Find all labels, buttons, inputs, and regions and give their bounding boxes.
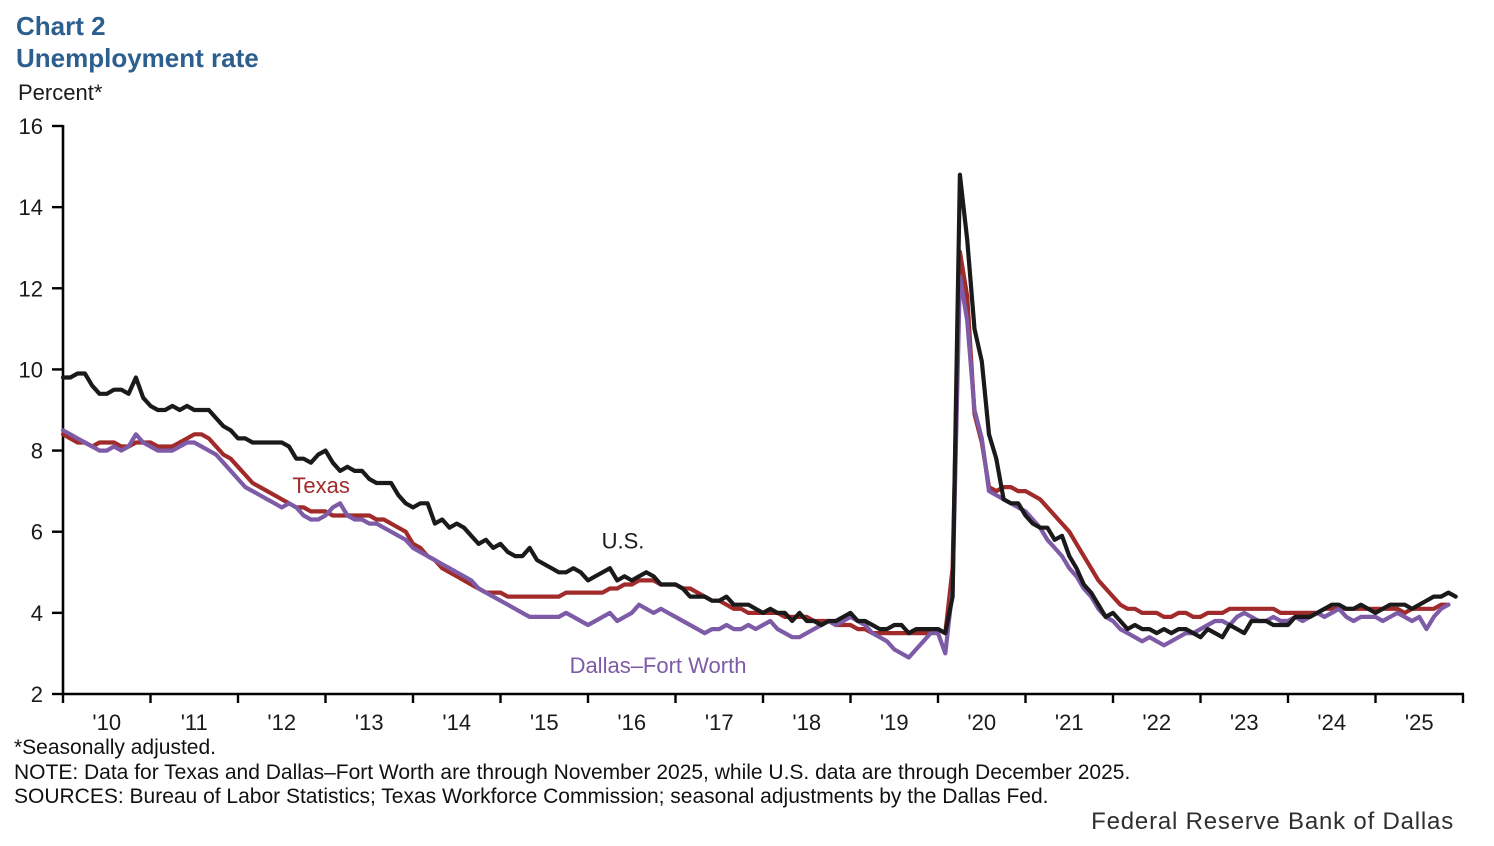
y-tick-label: 2 xyxy=(31,682,43,707)
series-label-dallas-fort-worth: Dallas–Fort Worth xyxy=(570,653,747,678)
x-tick-label: '11 xyxy=(181,710,208,735)
x-tick-label: '18 xyxy=(792,710,821,735)
x-tick-label: '19 xyxy=(880,710,909,735)
x-tick-label: '10 xyxy=(92,710,121,735)
x-tick-label: '23 xyxy=(1230,710,1259,735)
series-line-u-s xyxy=(60,172,1458,640)
y-tick-label: 12 xyxy=(19,276,43,301)
footnote-block: *Seasonally adjusted. NOTE: Data for Tex… xyxy=(14,736,1130,810)
x-tick-label: '13 xyxy=(355,710,384,735)
x-tick-label: '16 xyxy=(617,710,646,735)
x-tick-label: '21 xyxy=(1055,710,1084,735)
title-block: Chart 2 Unemployment rate xyxy=(16,10,259,74)
x-tick-label: '14 xyxy=(442,710,471,735)
footnote-seasonally-adjusted: *Seasonally adjusted. xyxy=(14,736,216,759)
y-tick-label: 6 xyxy=(31,520,43,545)
series-line-dallas-fort-worth xyxy=(60,274,1451,660)
x-tick-label: '17 xyxy=(705,710,734,735)
y-tick-label: 14 xyxy=(19,195,43,220)
x-tick-label: '20 xyxy=(967,710,996,735)
y-tick-label: 4 xyxy=(31,601,43,626)
chart-number-label: Chart 2 xyxy=(16,11,106,41)
brand-footer: Federal Reserve Bank of Dallas xyxy=(1091,808,1454,835)
series-label-texas: Texas xyxy=(292,473,349,498)
y-tick-label: 10 xyxy=(19,357,43,382)
footnote-sources: SOURCES: Bureau of Labor Statistics; Tex… xyxy=(14,785,1049,808)
footnote-note: NOTE: Data for Texas and Dallas–Fort Wor… xyxy=(14,760,1131,784)
x-tick-label: '22 xyxy=(1142,710,1171,735)
y-tick-label: 8 xyxy=(31,439,43,464)
x-tick-label: '25 xyxy=(1405,710,1434,735)
x-tick-label: '24 xyxy=(1317,710,1346,735)
x-tick-label: '12 xyxy=(267,710,296,735)
x-tick-label: '15 xyxy=(530,710,559,735)
y-tick-label: 16 xyxy=(19,114,43,139)
page-title: Unemployment rate xyxy=(16,43,259,73)
y-axis-unit-label: Percent* xyxy=(18,80,103,105)
series-label-u-s: U.S. xyxy=(602,529,645,554)
